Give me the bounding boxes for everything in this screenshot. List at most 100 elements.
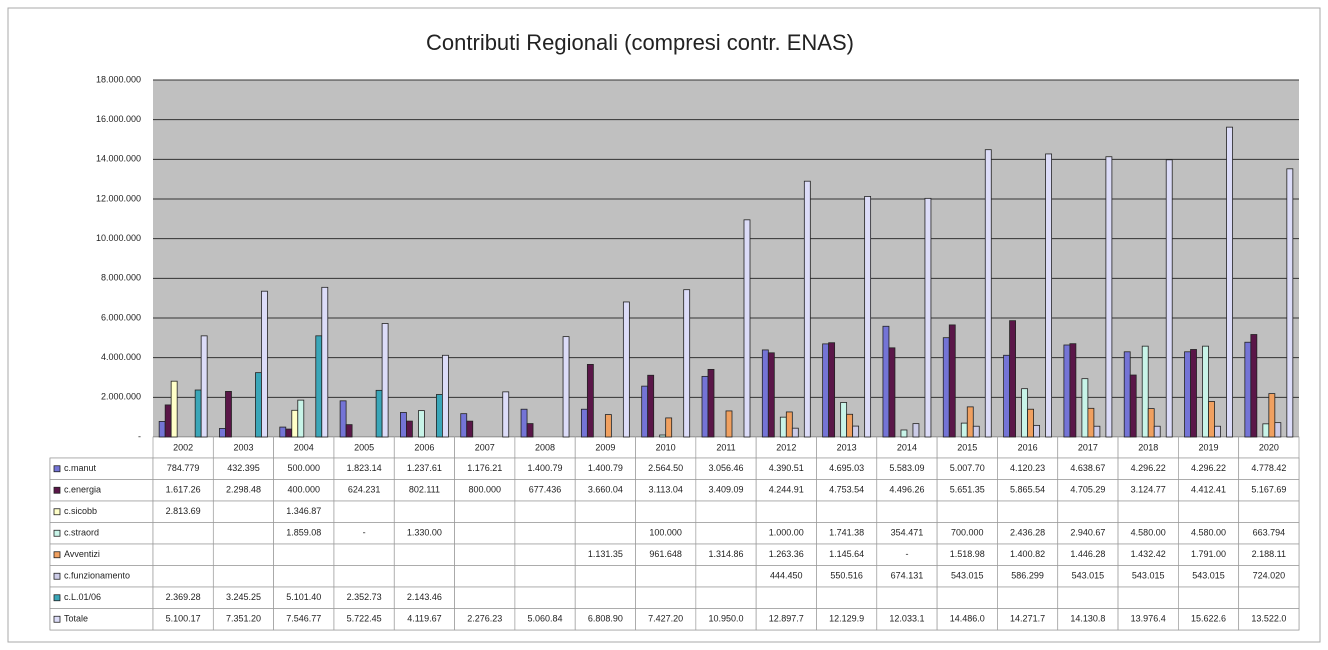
bar [683, 289, 691, 438]
table-cell [635, 500, 697, 523]
bar [779, 416, 787, 438]
table-cell [273, 565, 335, 588]
table-value: 4.119.67 [407, 614, 441, 624]
table-cell [152, 543, 214, 566]
table-value: 3.245.25 [226, 592, 261, 602]
x-tick-label: 2018 [1138, 442, 1158, 452]
table-value: 5.583.09 [889, 463, 924, 473]
table-value: 4.580.00 [1131, 528, 1166, 538]
y-tick-label: 18.000.000 [96, 74, 141, 84]
bar [912, 423, 920, 438]
bar [580, 408, 588, 438]
legend-key [53, 594, 61, 602]
bar [864, 196, 872, 438]
table-value: 543.015 [1132, 571, 1165, 581]
bar [1087, 407, 1095, 438]
bar [1033, 424, 1040, 438]
table-cell [876, 500, 938, 523]
table-cell [454, 565, 516, 588]
table-value: 444.450 [770, 571, 803, 581]
bar [219, 428, 226, 438]
bar [170, 380, 178, 438]
bar [1003, 354, 1010, 438]
bar [1009, 320, 1016, 438]
table-value: 1.446.28 [1070, 549, 1105, 559]
bar [701, 375, 709, 438]
table-value: 543.015 [1072, 571, 1105, 581]
table-cell [514, 586, 576, 609]
x-tick-label: 2016 [1018, 442, 1038, 452]
table-cell [997, 500, 1059, 523]
table-cell [574, 522, 636, 545]
table-cell [454, 543, 516, 566]
table-value: 724.020 [1253, 571, 1286, 581]
table-value: 2.143.46 [407, 592, 442, 602]
legend-label: c.straord [64, 528, 99, 538]
y-tick-label: 6.000.000 [101, 312, 141, 322]
bar [1274, 422, 1282, 438]
x-tick-label: 2017 [1078, 442, 1098, 452]
table-cell [514, 522, 576, 545]
bar [822, 343, 830, 438]
table-value: 4.580.00 [1191, 528, 1226, 538]
table-value: 12.897.7 [769, 614, 804, 624]
table-value: 14.130.8 [1070, 614, 1105, 624]
table-value: 500.000 [288, 463, 321, 473]
table-value: 10.950.0 [708, 614, 743, 624]
table-value: 1.176.21 [467, 463, 502, 473]
table-value: 4.120.23 [1010, 463, 1045, 473]
table-value: 1.131.35 [588, 549, 623, 559]
table-cell [152, 565, 214, 588]
table-value: 1.000.00 [769, 528, 804, 538]
table-cell [1238, 586, 1300, 609]
table-cell [514, 500, 576, 523]
bar [882, 325, 890, 438]
bar [158, 421, 166, 438]
table-value: 586.299 [1011, 571, 1044, 581]
bar [1268, 393, 1276, 438]
bar [743, 219, 751, 438]
table-cell [936, 586, 998, 609]
bar [972, 425, 980, 438]
bar [604, 414, 612, 438]
bar [924, 197, 932, 438]
table-cell [816, 586, 878, 609]
bar [194, 389, 202, 438]
bar [665, 417, 673, 438]
y-tick-label: - [138, 431, 141, 441]
bar [761, 349, 769, 438]
bar [803, 180, 811, 438]
table-cell [1238, 500, 1300, 523]
table-cell [816, 500, 878, 523]
x-tick-label: 2002 [173, 442, 193, 452]
chart-title: Contributi Regionali (compresi contr. EN… [426, 30, 854, 55]
table-value: 1.617.26 [166, 485, 201, 495]
table-value: 13.522.0 [1251, 614, 1286, 624]
table-cell [514, 565, 576, 588]
table-value: 1.518.98 [950, 549, 985, 559]
table-value: 4.412.41 [1191, 485, 1226, 495]
x-tick-label: 2004 [294, 442, 314, 452]
table-value: 6.808.90 [588, 614, 623, 624]
legend-label: Totale [64, 614, 88, 624]
y-tick-label: 10.000.000 [96, 233, 141, 243]
table-value: 800.000 [468, 485, 501, 495]
table-cell [876, 586, 938, 609]
table-cell [152, 522, 214, 545]
bar [460, 413, 468, 438]
bar [586, 364, 594, 438]
table-value: 961.648 [649, 549, 682, 559]
bar [852, 425, 860, 438]
table-value: 543.015 [1192, 571, 1225, 581]
table-cell [635, 586, 697, 609]
bar [502, 391, 510, 438]
bar [888, 347, 896, 438]
table-value: 5.651.35 [950, 485, 985, 495]
y-tick-label: 8.000.000 [101, 273, 141, 283]
x-tick-label: 2013 [837, 442, 857, 452]
table-value: 5.100.17 [166, 614, 201, 624]
x-tick-label: 2009 [595, 442, 615, 452]
table-cell [936, 500, 998, 523]
x-tick-label: 2010 [656, 442, 676, 452]
bar [1190, 349, 1197, 438]
